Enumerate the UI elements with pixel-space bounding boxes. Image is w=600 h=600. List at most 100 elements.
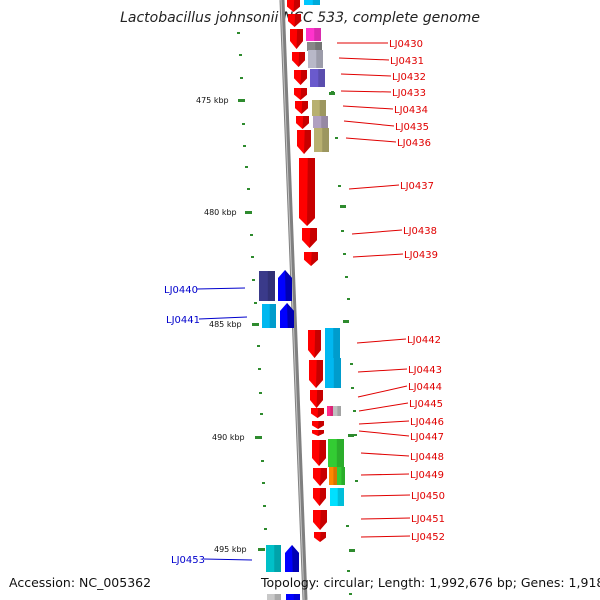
scale-label: 495 kbp xyxy=(214,545,247,554)
label-leader-line xyxy=(360,473,410,476)
label-leader-line xyxy=(340,90,392,93)
gene-label[interactable]: LJ0439 xyxy=(404,250,438,261)
gene-box[interactable] xyxy=(329,467,337,485)
gene-label[interactable]: LJ0444 xyxy=(408,382,442,393)
label-leader-line xyxy=(338,57,390,61)
genome-summary: Topology: circular; Length: 1,992,676 bp… xyxy=(261,575,600,590)
gene-box[interactable] xyxy=(330,488,344,506)
gene-label[interactable]: LJ0440 xyxy=(164,285,198,296)
gene-arrow[interactable] xyxy=(296,116,309,129)
gene-arrow[interactable] xyxy=(312,440,326,466)
gene-box[interactable] xyxy=(286,594,300,600)
label-leader-line xyxy=(348,184,400,190)
scale-major-tick xyxy=(255,436,262,439)
gene-arrow[interactable] xyxy=(308,330,321,358)
gene-box[interactable] xyxy=(312,100,326,116)
gene-box[interactable] xyxy=(325,328,340,358)
gene-arrow[interactable] xyxy=(288,14,301,27)
gene-box[interactable] xyxy=(314,128,329,152)
gene-box[interactable] xyxy=(327,406,333,416)
scale-major-tick xyxy=(238,99,245,102)
gene-label[interactable]: LJ0443 xyxy=(408,365,442,376)
scale-major-tick xyxy=(258,548,265,551)
label-leader-line xyxy=(358,420,410,425)
gene-box[interactable] xyxy=(259,271,275,301)
gene-label[interactable]: LJ0433 xyxy=(392,88,426,99)
gene-label[interactable]: LJ0434 xyxy=(394,105,428,116)
gene-box[interactable] xyxy=(310,69,325,87)
gene-arrow[interactable] xyxy=(295,101,308,114)
gene-arrow[interactable] xyxy=(294,70,307,85)
gene-arrow[interactable] xyxy=(287,0,300,12)
label-leader-line xyxy=(345,137,397,143)
scale-label: 490 kbp xyxy=(212,433,245,442)
gene-label[interactable]: LJ0453 xyxy=(171,555,205,566)
gene-label[interactable]: LJ0448 xyxy=(410,452,444,463)
gene-arrow[interactable] xyxy=(294,88,307,100)
gene-label[interactable]: LJ0452 xyxy=(411,532,445,543)
gene-box[interactable] xyxy=(307,42,322,51)
label-leader-line xyxy=(196,287,246,290)
accession-text: Accession: NC_005362 xyxy=(9,575,152,590)
gene-label[interactable]: LJ0431 xyxy=(390,56,424,67)
gene-label[interactable]: LJ0447 xyxy=(410,432,444,443)
gene-label[interactable]: LJ0450 xyxy=(411,491,445,502)
gene-box[interactable] xyxy=(267,594,281,600)
gene-arrow[interactable] xyxy=(310,390,323,408)
gene-arrow[interactable] xyxy=(292,52,305,67)
gene-box[interactable] xyxy=(328,439,344,467)
gene-label[interactable]: LJ0446 xyxy=(410,417,444,428)
gene-label[interactable]: LJ0435 xyxy=(395,122,429,133)
genes xyxy=(259,0,345,600)
gene-arrow[interactable] xyxy=(313,510,327,530)
gene-box[interactable] xyxy=(337,467,345,485)
gene-arrow[interactable] xyxy=(280,303,294,328)
gene-arrow[interactable] xyxy=(313,488,326,506)
label-leader-line xyxy=(357,385,408,398)
gene-label[interactable]: LJ0437 xyxy=(400,181,434,192)
gene-box[interactable] xyxy=(266,545,281,572)
gene-arrow[interactable] xyxy=(285,545,299,572)
gene-label[interactable]: LJ0436 xyxy=(397,138,431,149)
gene-box[interactable] xyxy=(313,116,328,128)
gene-arrow[interactable] xyxy=(309,360,323,388)
label-leader-line xyxy=(352,253,404,258)
gene-box[interactable] xyxy=(306,28,321,41)
gene-arrow[interactable] xyxy=(297,130,311,154)
gene-arrow[interactable] xyxy=(313,468,327,486)
gene-box[interactable] xyxy=(325,358,341,388)
gene-arrow[interactable] xyxy=(290,29,303,49)
gene-box[interactable] xyxy=(262,304,276,328)
gene-box[interactable] xyxy=(304,0,320,5)
gene-label[interactable]: LJ0442 xyxy=(407,335,441,346)
gene-arrow[interactable] xyxy=(314,532,326,542)
label-leader-line xyxy=(356,338,407,344)
label-leader-line xyxy=(360,452,410,457)
gene-arrow[interactable] xyxy=(311,408,324,418)
gene-arrow[interactable] xyxy=(302,228,317,248)
gene-arrow[interactable] xyxy=(304,252,318,266)
label-leader-line xyxy=(198,316,248,320)
gene-box[interactable] xyxy=(333,406,341,416)
gene-label[interactable]: LJ0430 xyxy=(389,39,423,50)
scale-major-tick xyxy=(245,211,252,214)
label-leader-line xyxy=(203,558,253,561)
gene-labels: LJ0430 LJ0431 LJ0432 LJ0433 LJ0434 LJ0435 LJ04… xyxy=(164,39,445,566)
gene-arrow[interactable] xyxy=(312,421,324,429)
gene-label[interactable]: LJ0445 xyxy=(409,399,443,410)
label-leader-line xyxy=(343,120,395,127)
gene-label[interactable]: LJ0441 xyxy=(166,315,200,326)
gene-box[interactable] xyxy=(308,50,323,68)
label-leader-line xyxy=(358,402,409,412)
gene-label[interactable]: LJ0438 xyxy=(403,226,437,237)
scale-label: 475 kbp xyxy=(196,96,229,105)
gene-arrow[interactable] xyxy=(278,270,292,301)
gene-label[interactable]: LJ0451 xyxy=(411,514,445,525)
gene-label[interactable]: LJ0449 xyxy=(410,470,444,481)
gene-arrow[interactable] xyxy=(299,158,315,226)
gene-arrow[interactable] xyxy=(312,430,324,436)
label-leader-line xyxy=(357,368,408,373)
genome-backbone xyxy=(279,0,308,600)
gene-label[interactable]: LJ0432 xyxy=(392,72,426,83)
